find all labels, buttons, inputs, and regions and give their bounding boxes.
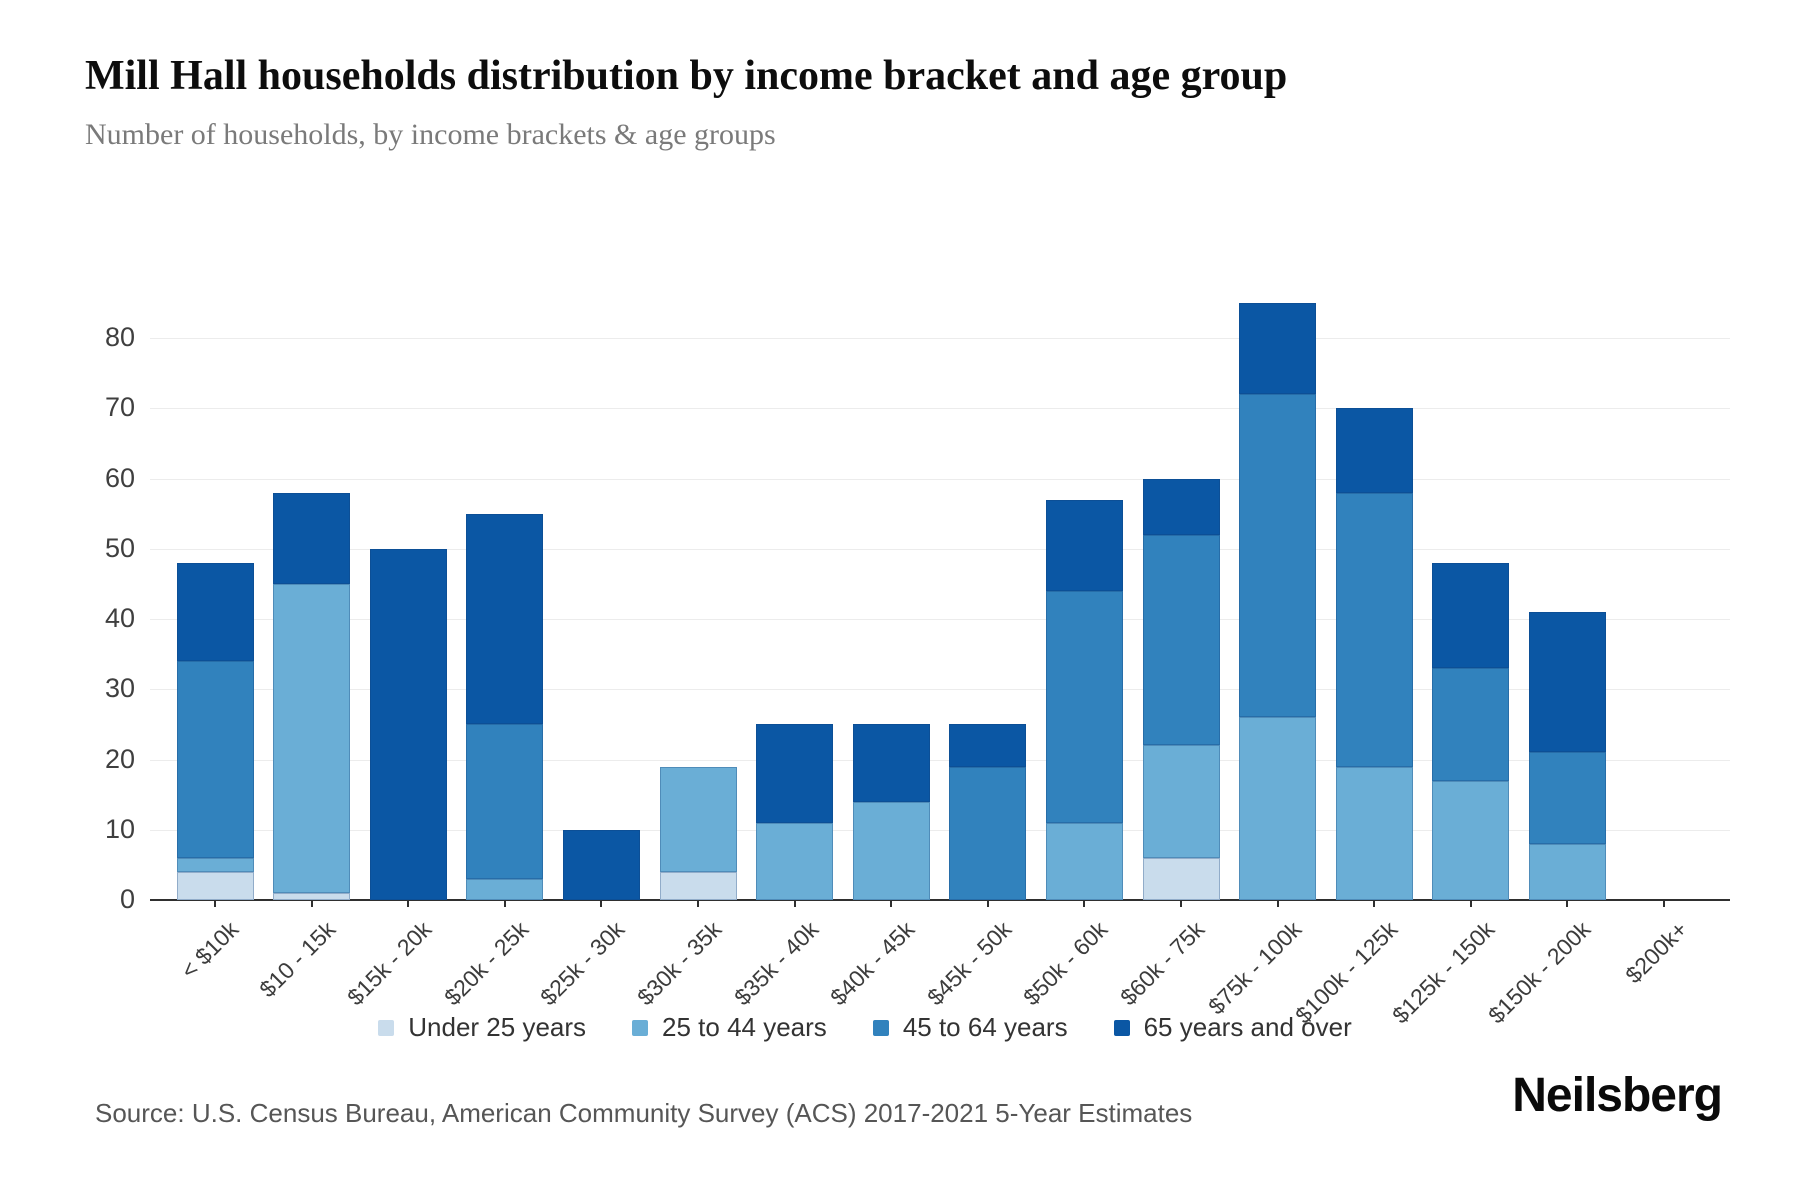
bar-segment[interactable]	[1045, 822, 1123, 900]
gridline	[150, 338, 1730, 339]
bar-segment[interactable]	[949, 724, 1027, 767]
legend-label: 65 years and over	[1143, 1012, 1352, 1042]
source-note: Source: U.S. Census Bureau, American Com…	[95, 1098, 1193, 1128]
bar-segment[interactable]	[1335, 766, 1413, 900]
bar-segment[interactable]	[1045, 590, 1123, 823]
x-axis-tick	[600, 901, 603, 907]
gridline	[150, 759, 1730, 761]
bar-segment[interactable]	[756, 822, 834, 900]
bar-segment[interactable]	[466, 878, 544, 900]
x-axis-tick	[1373, 901, 1376, 907]
bar-segment[interactable]	[659, 871, 737, 900]
legend-label: 25 to 44 years	[662, 1012, 827, 1042]
legend-label: 45 to 64 years	[902, 1012, 1068, 1042]
bar-segment[interactable]	[176, 871, 254, 900]
x-axis-tick	[986, 901, 989, 907]
y-axis-tick-label: 20	[104, 743, 135, 774]
x-axis-tick	[1180, 901, 1182, 907]
legend-swatch-icon	[378, 1019, 395, 1036]
bar-segment[interactable]	[1142, 534, 1220, 746]
gridline	[150, 548, 1730, 550]
bar-segment[interactable]	[1335, 492, 1413, 767]
legend-item[interactable]: 45 to 64 years	[872, 1012, 1068, 1043]
bar-segment[interactable]	[1528, 843, 1606, 900]
x-axis-tick	[407, 901, 410, 907]
bar-segment[interactable]	[1239, 394, 1317, 718]
x-axis-tick	[890, 901, 893, 907]
bar-segment[interactable]	[273, 892, 351, 900]
legend-item[interactable]: 25 to 44 years	[632, 1012, 827, 1043]
bar-segment[interactable]	[852, 801, 930, 900]
bar-segment[interactable]	[756, 724, 834, 823]
x-axis-line	[150, 899, 1730, 901]
bar-segment[interactable]	[1335, 408, 1413, 493]
legend-label: Under 25 years	[408, 1012, 587, 1042]
bar-segment[interactable]	[852, 724, 930, 802]
gridline	[150, 829, 1730, 831]
bar-segment[interactable]	[1045, 499, 1123, 591]
x-axis-tick	[310, 901, 313, 907]
bar-segment[interactable]	[1432, 780, 1510, 900]
bar-segment[interactable]	[1142, 857, 1220, 900]
legend-swatch-icon	[632, 1019, 649, 1036]
neilsberg-logo[interactable]: Neilsberg	[1512, 1069, 1723, 1122]
gridline	[150, 689, 1730, 691]
y-axis-tick-label: 40	[104, 603, 135, 633]
x-axis-tick	[793, 901, 796, 907]
chart-subtitle: Number of households, by income brackets…	[85, 118, 776, 151]
bar-segment[interactable]	[466, 724, 544, 879]
x-axis-tick	[214, 901, 216, 907]
y-axis-tick-label: 0	[119, 884, 135, 914]
bar-segment[interactable]	[562, 829, 640, 900]
bar-segment[interactable]	[176, 562, 254, 662]
legend-swatch-icon	[872, 1019, 889, 1036]
bar-segment[interactable]	[1528, 611, 1606, 753]
gridline	[150, 408, 1730, 410]
chart-legend: Under 25 years 25 to 44 years 45 to 64 yea…	[0, 1012, 1730, 1043]
x-axis-tick	[1566, 901, 1569, 907]
bar-segment[interactable]	[949, 766, 1027, 900]
legend-item[interactable]: Under 25 years	[378, 1012, 586, 1043]
legend-item[interactable]: 65 years and over	[1113, 1012, 1352, 1043]
bar-segment[interactable]	[1432, 668, 1510, 781]
bar-segment[interactable]	[1239, 302, 1317, 395]
bar-segment[interactable]	[369, 548, 447, 900]
bar-segment[interactable]	[273, 492, 351, 584]
x-axis-tick	[1276, 901, 1279, 907]
x-axis-tick	[697, 901, 699, 907]
x-axis-tick	[1083, 901, 1086, 907]
bar-segment[interactable]	[466, 513, 544, 725]
y-axis-tick-label: 50	[104, 532, 135, 563]
bar-segment[interactable]	[1142, 745, 1220, 858]
bar-segment[interactable]	[273, 583, 351, 893]
x-axis-tick	[503, 901, 506, 907]
x-axis-tick	[1663, 901, 1665, 907]
bar-segment[interactable]	[1432, 562, 1510, 669]
gridline	[150, 478, 1730, 480]
gridline	[150, 619, 1730, 620]
bar-segment[interactable]	[176, 661, 254, 858]
bar-segment[interactable]	[1142, 478, 1220, 535]
y-axis-tick-label: 30	[104, 673, 135, 704]
chart-title: Mill Hall households distribution by inc…	[85, 53, 1288, 99]
x-axis-tick	[1469, 901, 1472, 907]
legend-swatch-icon	[1113, 1019, 1130, 1036]
y-axis-tick-label: 60	[104, 462, 135, 493]
bar-segment[interactable]	[1239, 717, 1317, 900]
bar-segment[interactable]	[659, 766, 737, 872]
y-axis-tick-label: 10	[104, 813, 135, 844]
bar-segment[interactable]	[176, 857, 254, 872]
y-axis-tick-label: 70	[104, 392, 135, 423]
bar-segment[interactable]	[1528, 752, 1606, 844]
y-axis-tick-label: 80	[104, 322, 135, 352]
